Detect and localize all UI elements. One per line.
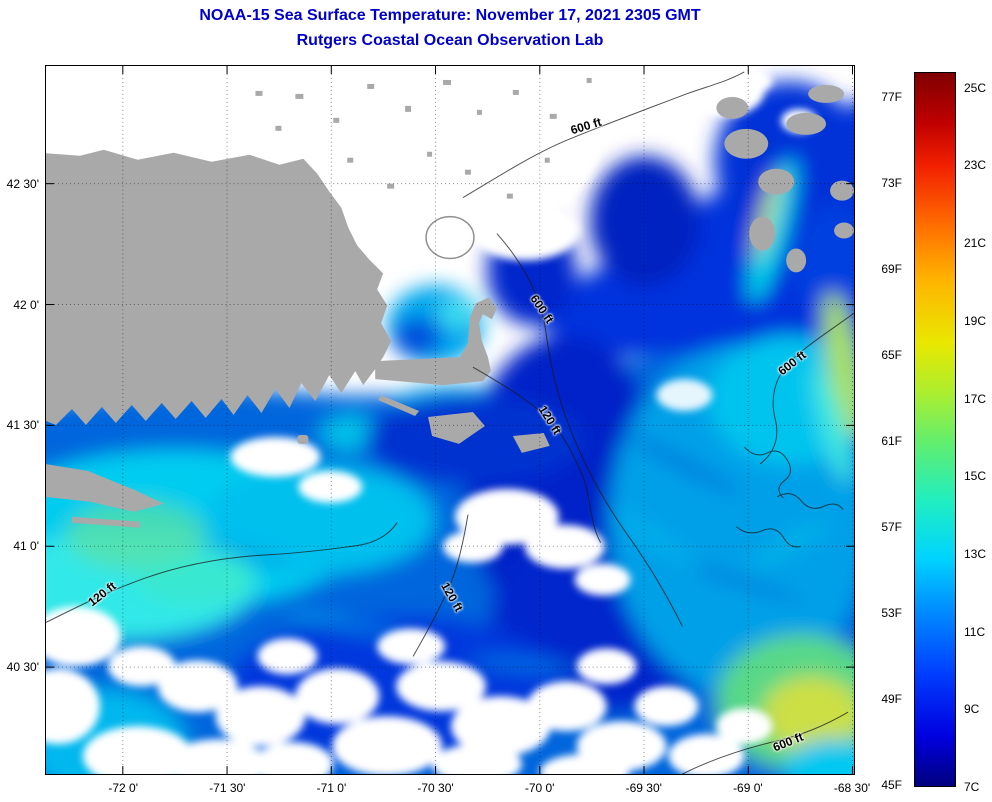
- contour-600ft-gulf-of-maine: [462, 71, 745, 199]
- x-axis-tick-label: -71 0': [316, 781, 347, 795]
- grid: [46, 66, 854, 774]
- pond-outline: [425, 215, 475, 260]
- y-axis-tick-label: 42 0': [13, 297, 39, 312]
- x-axis-tick-label: -72 0': [108, 781, 139, 795]
- contour-120ft-south: [412, 514, 469, 657]
- land-nantucket: [512, 432, 550, 453]
- temperature-colorbar: [914, 72, 956, 787]
- colorbar-label: 73F: [881, 176, 902, 191]
- contour-600ft-southeast: [682, 711, 849, 774]
- land-marthas-vineyard: [428, 412, 485, 444]
- colorbar-label: 13C: [964, 547, 987, 562]
- land-new-england: [46, 149, 392, 425]
- colorbar-label: 17C: [964, 391, 987, 406]
- colorbar-label: 49F: [881, 692, 902, 707]
- colorbar-label: 65F: [881, 348, 902, 363]
- y-axis-tick-label: 41 0': [13, 539, 39, 554]
- colorbar-label: 7C: [964, 780, 980, 795]
- colorbar-gradient: [915, 73, 955, 786]
- colorbar-label: 25C: [964, 80, 987, 95]
- x-axis-tick-label: -71 30': [209, 781, 246, 795]
- land-maine-coast: [716, 84, 854, 273]
- contour-120ft-west: [46, 522, 398, 623]
- land-speckles: [255, 77, 592, 206]
- sst-map: [46, 66, 854, 774]
- depth-contours: [46, 71, 854, 774]
- figure-subtitle: Rutgers Coastal Ocean Observation Lab: [296, 32, 604, 49]
- y-axis-tick-label: 42 30': [6, 177, 39, 191]
- colorbar-label: 11C: [964, 624, 986, 639]
- colorbar-label: 19C: [964, 313, 987, 328]
- x-axis-tick-label: -69 0': [733, 781, 763, 795]
- colorbar-label: 23C: [964, 158, 987, 173]
- land-long-island: [46, 464, 164, 512]
- x-axis-tick-label: -70 30': [417, 781, 454, 795]
- colorbar-label: 21C: [964, 236, 987, 251]
- land-elizabeth-islands: [378, 395, 420, 417]
- colorbar-label: 69F: [881, 262, 902, 277]
- y-axis-tick-label: 40 30': [6, 659, 39, 674]
- colorbar-label: 53F: [881, 606, 902, 621]
- colorbar-label: 57F: [881, 520, 902, 535]
- colorbar-fahrenheit-scale: 77F 73F 69F 65F 61F 57F 53F 49F 45F: [866, 72, 910, 792]
- x-axis-tick-label: -68 30': [833, 781, 871, 795]
- colorbar-label: 61F: [881, 434, 902, 449]
- land-block-island: [297, 434, 309, 444]
- contour-120ft-nantucket: [472, 366, 602, 543]
- land-long-island-north-fork: [71, 516, 140, 528]
- colorbar-label: 9C: [964, 702, 980, 717]
- colorbar-label: 45F: [881, 778, 902, 793]
- contour-600ft-shelf: [496, 233, 683, 627]
- colorbar-label: 15C: [964, 469, 987, 484]
- colorbar-celsius-scale: 25C 23C 21C 19C 17C 15C 13C 11C 9C 7C: [960, 72, 992, 794]
- colorbar-label: 77F: [881, 90, 902, 105]
- land-cape-cod: [375, 297, 497, 386]
- map-plot-area: 600 ft 600 ft 600 ft 600 ft 120 ft 120 ft 120 …: [45, 65, 855, 775]
- figure-title: NOAA-15 Sea Surface Temperature: Novembe…: [199, 7, 701, 24]
- x-axis-tick-label: -70 0': [524, 781, 555, 795]
- contour-600ft-east: [759, 312, 854, 465]
- land-mask: [46, 77, 854, 528]
- y-axis-tick-label: 41 30': [6, 418, 39, 433]
- x-axis-tick-label: -69 30': [625, 781, 662, 795]
